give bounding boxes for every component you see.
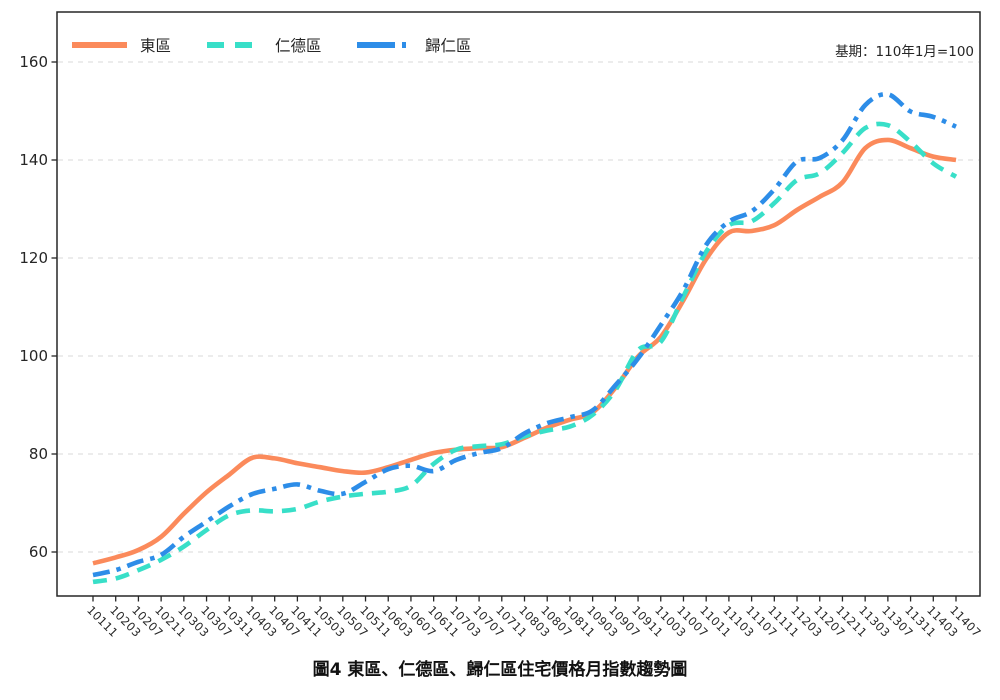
y-axis-label-100: 100 <box>19 347 48 365</box>
legend-label-east-district: 東區 <box>140 37 172 55</box>
y-axis-label-60: 60 <box>28 543 48 561</box>
y-axis-label-80: 80 <box>28 445 48 463</box>
legend-item-east-district: 東區 <box>72 34 171 56</box>
base-period-annotation: 基期：110年1月=100 <box>835 44 974 60</box>
y-axis-label-160: 160 <box>19 53 48 71</box>
legend-label-guiren-district: 歸仁區 <box>425 37 472 55</box>
east-district-line-swatch-icon <box>72 42 127 48</box>
legend-label-rende-district: 仁德區 <box>275 37 322 55</box>
chart-title: 圖4 東區、仁德區、歸仁區住宅價格月指數趨勢圖 <box>312 660 688 680</box>
y-axis-label-140: 140 <box>19 151 48 169</box>
y-axis-label-120: 120 <box>19 249 48 267</box>
legend-item-guiren-district: 歸仁區 <box>357 34 472 56</box>
series-line-1 <box>92 121 958 585</box>
legend-item-rende-district: 仁德區 <box>207 34 322 56</box>
chart-legend: 東區 仁德區 歸仁區 <box>0 34 1000 56</box>
guiren-district-line-swatch-icon <box>357 42 412 48</box>
rende-district-line-swatch-icon <box>207 42 262 48</box>
series-line-2 <box>92 91 957 578</box>
plot-border <box>56 11 981 597</box>
series-line-0 <box>92 137 957 566</box>
